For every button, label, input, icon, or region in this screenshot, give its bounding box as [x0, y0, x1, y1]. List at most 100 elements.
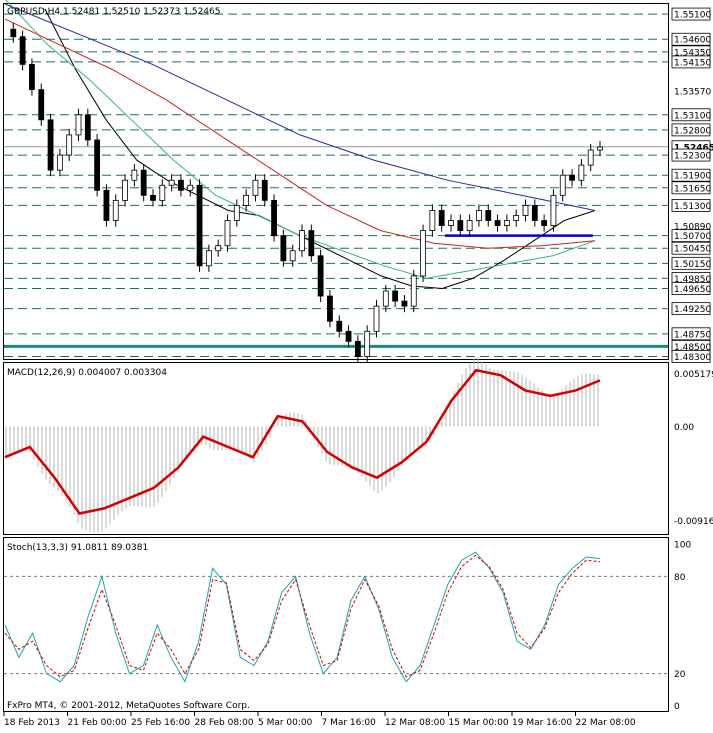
- candle-body: [140, 169, 147, 196]
- candle-body: [66, 134, 73, 156]
- time-axis-label: 7 Mar 16:00: [322, 718, 377, 728]
- candle-body: [457, 220, 464, 231]
- macd-plot: [4, 357, 601, 533]
- stoch-axis-label: 0: [674, 702, 680, 712]
- price-tag: [671, 181, 711, 195]
- price-axis-label: 1.49650: [674, 285, 711, 295]
- time-axis-label: 28 Feb 08:00: [195, 718, 254, 728]
- stoch-axis-label: 100: [674, 541, 691, 551]
- price-axis-label: 1.54600: [674, 36, 711, 46]
- candle-body: [541, 220, 548, 226]
- price-axis-label: 1.53100: [674, 111, 711, 121]
- price-axis-label: 1.52800: [674, 126, 711, 136]
- time-axis-label: 12 Mar 08:00: [385, 718, 445, 728]
- candle-body: [587, 149, 594, 166]
- price-plot: [4, 0, 668, 363]
- candle-body: [597, 146, 603, 151]
- candle-body: [336, 320, 343, 332]
- price-panel[interactable]: [3, 3, 669, 360]
- copyright-footer: FxPro MT4, © 2001-2012, MetaQuotes Softw…: [7, 701, 250, 711]
- time-axis-label: 22 Mar 08:00: [576, 718, 636, 728]
- candle-body: [373, 305, 380, 332]
- price-axis-label: 1.52300: [674, 152, 711, 162]
- price-axis-label: 1.49250: [674, 305, 711, 315]
- candle-body: [75, 114, 82, 136]
- time-axis-label: 19 Mar 16:00: [512, 718, 572, 728]
- candle-body: [531, 205, 538, 221]
- candle-body: [308, 230, 315, 257]
- price-tag: [671, 302, 711, 316]
- moving-average-line: [4, 3, 596, 211]
- candle-body: [252, 179, 259, 196]
- candle-body: [392, 290, 399, 302]
- stoch-main-line: [4, 551, 601, 683]
- price-tag: [671, 123, 711, 137]
- candle-body: [122, 179, 128, 201]
- stoch-panel-header: Stoch(13,3,3) 91.0811 89.0381: [7, 543, 148, 553]
- candle-body: [299, 230, 305, 252]
- candle-body: [448, 220, 454, 226]
- stoch-panel[interactable]: [3, 537, 669, 712]
- candle-body: [196, 184, 203, 267]
- candle-body: [317, 255, 324, 297]
- price-axis-label: 1.50890: [674, 223, 711, 233]
- candle-body: [187, 184, 194, 191]
- price-axis-label: 1.48500: [674, 343, 711, 353]
- time-axis-label: 25 Feb 16:00: [131, 718, 190, 728]
- stoch-signal-line: [4, 554, 601, 678]
- candle-body: [280, 235, 287, 262]
- price-tag: [671, 229, 711, 243]
- stoch-axis-label: 80: [674, 573, 686, 583]
- candle-body: [485, 210, 492, 221]
- price-axis-label: 1.48300: [674, 353, 711, 363]
- price-axis-label: 1.49850: [674, 275, 711, 285]
- price-axis-label: 1.48750: [674, 330, 711, 340]
- price-axis-label: 1.52465: [674, 143, 713, 153]
- moving-average-line: [4, 18, 596, 249]
- candle-body: [243, 194, 250, 206]
- price-tag: [671, 256, 711, 270]
- candle-body: [401, 300, 408, 307]
- price-axis-label: 1.50700: [674, 232, 711, 242]
- price-axis-label: 1.51300: [674, 202, 711, 212]
- price-axis-label: 1.50450: [674, 245, 711, 255]
- candle-body: [410, 275, 417, 307]
- time-axis-label: 15 Mar 00:00: [449, 718, 509, 728]
- candle-body: [327, 295, 333, 322]
- moving-average-line: [44, 8, 596, 290]
- candle-body: [178, 179, 184, 191]
- candle-body: [438, 210, 445, 226]
- candle-body: [29, 64, 35, 91]
- candle-body: [578, 164, 585, 181]
- price-axis-label: 1.55100: [674, 11, 711, 21]
- candle-body: [224, 220, 231, 247]
- time-axis-label: 18 Feb 2013: [4, 718, 60, 728]
- candle-body: [522, 205, 529, 216]
- candle-body: [159, 184, 166, 201]
- price-tag: [671, 199, 711, 212]
- candle-body: [168, 179, 175, 186]
- price-tag: [671, 168, 711, 182]
- candle-body: [131, 169, 138, 181]
- macd-signal-line: [4, 368, 601, 515]
- macd-axis-label: 0.00: [674, 423, 694, 433]
- candle-body: [503, 220, 510, 226]
- candle-body: [466, 220, 473, 231]
- price-panel-header: GBPUSD,H4 1.52481 1.52510 1.52373 1.5246…: [7, 7, 220, 17]
- stoch-plot: [4, 551, 668, 683]
- candle-body: [215, 245, 222, 252]
- price-tag: [671, 55, 711, 69]
- candle-body: [364, 330, 371, 357]
- candle-body: [382, 290, 389, 307]
- candle-body: [271, 199, 277, 237]
- price-tag: [671, 350, 711, 363]
- candle-body: [233, 205, 240, 221]
- candle-body: [56, 154, 63, 171]
- stoch-axis-label: 20: [674, 670, 686, 680]
- price-axis-label: 1.54150: [674, 58, 711, 68]
- price-axis-label: 1.53570: [674, 88, 711, 98]
- candle-body: [420, 230, 426, 277]
- candle-body: [429, 210, 436, 231]
